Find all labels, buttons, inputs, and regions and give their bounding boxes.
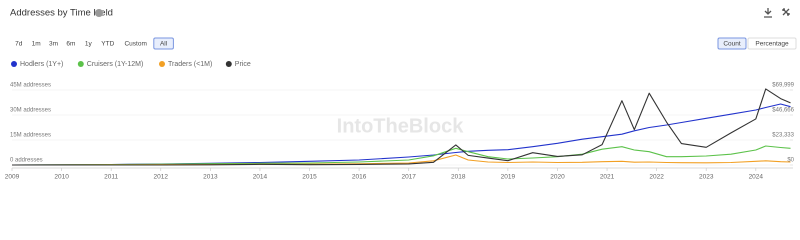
- range-button[interactable]: [45, 38, 62, 49]
- x-tick-label: 2019: [501, 174, 516, 181]
- range-label[interactable]: 7d: [15, 41, 23, 48]
- watermark: IntoTheBlock: [337, 115, 465, 137]
- x-tick-label: 2013: [203, 174, 218, 181]
- download-icon[interactable]: [764, 8, 772, 18]
- y2-tick-label: $23,333: [772, 133, 794, 139]
- range-button[interactable]: [98, 38, 118, 49]
- x-tick-label: 2009: [5, 174, 20, 181]
- range-label[interactable]: 6m: [66, 41, 75, 48]
- expand-icon[interactable]: [782, 8, 790, 16]
- range-button[interactable]: [63, 38, 79, 49]
- mode-button[interactable]: [717, 37, 747, 50]
- page: Addresses by Time Held 7d 1m 3m 6m 1y YTD Cust…: [4, 7, 797, 181]
- help-icon[interactable]: [95, 9, 103, 17]
- legend-label[interactable]: Hodlers (1Y+): [20, 61, 63, 68]
- x-tick-label: 2021: [600, 174, 615, 181]
- mode-button[interactable]: [747, 37, 797, 50]
- y2-tick-label: $69,999: [772, 83, 794, 89]
- chart: Addresses by Time Held 7d 1m 3m 6m 1y YTD Cust…: [5, 8, 797, 181]
- y-tick-label: 0 addresses: [10, 158, 43, 164]
- x-tick-label: 2014: [253, 174, 268, 181]
- range-button[interactable]: [153, 37, 174, 50]
- legend-marker[interactable]: [77, 61, 84, 67]
- range-button[interactable]: [119, 38, 152, 49]
- y2-tick-label: $0: [787, 158, 794, 164]
- legend-label[interactable]: Cruisers (1Y-12M): [87, 61, 144, 68]
- range-label[interactable]: All: [160, 41, 168, 48]
- x-tick-label: 2016: [352, 174, 367, 181]
- x-tick-label: 2015: [302, 174, 317, 181]
- range-label[interactable]: YTD: [101, 41, 114, 48]
- legend-marker[interactable]: [159, 61, 165, 67]
- x-tick-label: 2018: [451, 174, 466, 181]
- x-tick-label: 2011: [104, 174, 118, 181]
- x-tick-label: 2022: [649, 174, 664, 181]
- legend-marker[interactable]: [11, 61, 17, 67]
- y-tick-label: 15M addresses: [10, 133, 51, 139]
- mode-label[interactable]: Percentage: [755, 41, 789, 48]
- legend-label[interactable]: Price: [235, 61, 251, 68]
- mode-label[interactable]: Count: [723, 41, 741, 48]
- legend-label[interactable]: Traders (<1M): [168, 61, 212, 68]
- series-line: [11, 145, 791, 166]
- range-button[interactable]: [80, 38, 96, 49]
- range-button[interactable]: [11, 38, 27, 49]
- range-label[interactable]: Custom: [124, 41, 146, 48]
- legend-marker[interactable]: [225, 61, 232, 67]
- x-tick-label: 2012: [154, 174, 169, 181]
- range-label[interactable]: 1m: [32, 41, 41, 48]
- x-tick-label: 2010: [54, 174, 69, 181]
- range-label[interactable]: 3m: [49, 41, 58, 48]
- range-label[interactable]: 1y: [85, 41, 93, 48]
- series-line: [12, 88, 791, 166]
- series-line: [11, 103, 791, 166]
- x-tick-label: 2024: [749, 174, 764, 181]
- range-button[interactable]: [28, 38, 44, 49]
- x-tick-label: 2023: [699, 174, 714, 181]
- y2-tick-label: $46,666: [772, 108, 794, 114]
- y-tick-label: 30M addresses: [10, 108, 51, 114]
- x-tick-label: 2020: [550, 174, 565, 181]
- chart-title: Addresses by Time Held: [10, 8, 113, 19]
- y-tick-label: 45M addresses: [10, 83, 51, 89]
- x-tick-label: 2017: [401, 174, 416, 181]
